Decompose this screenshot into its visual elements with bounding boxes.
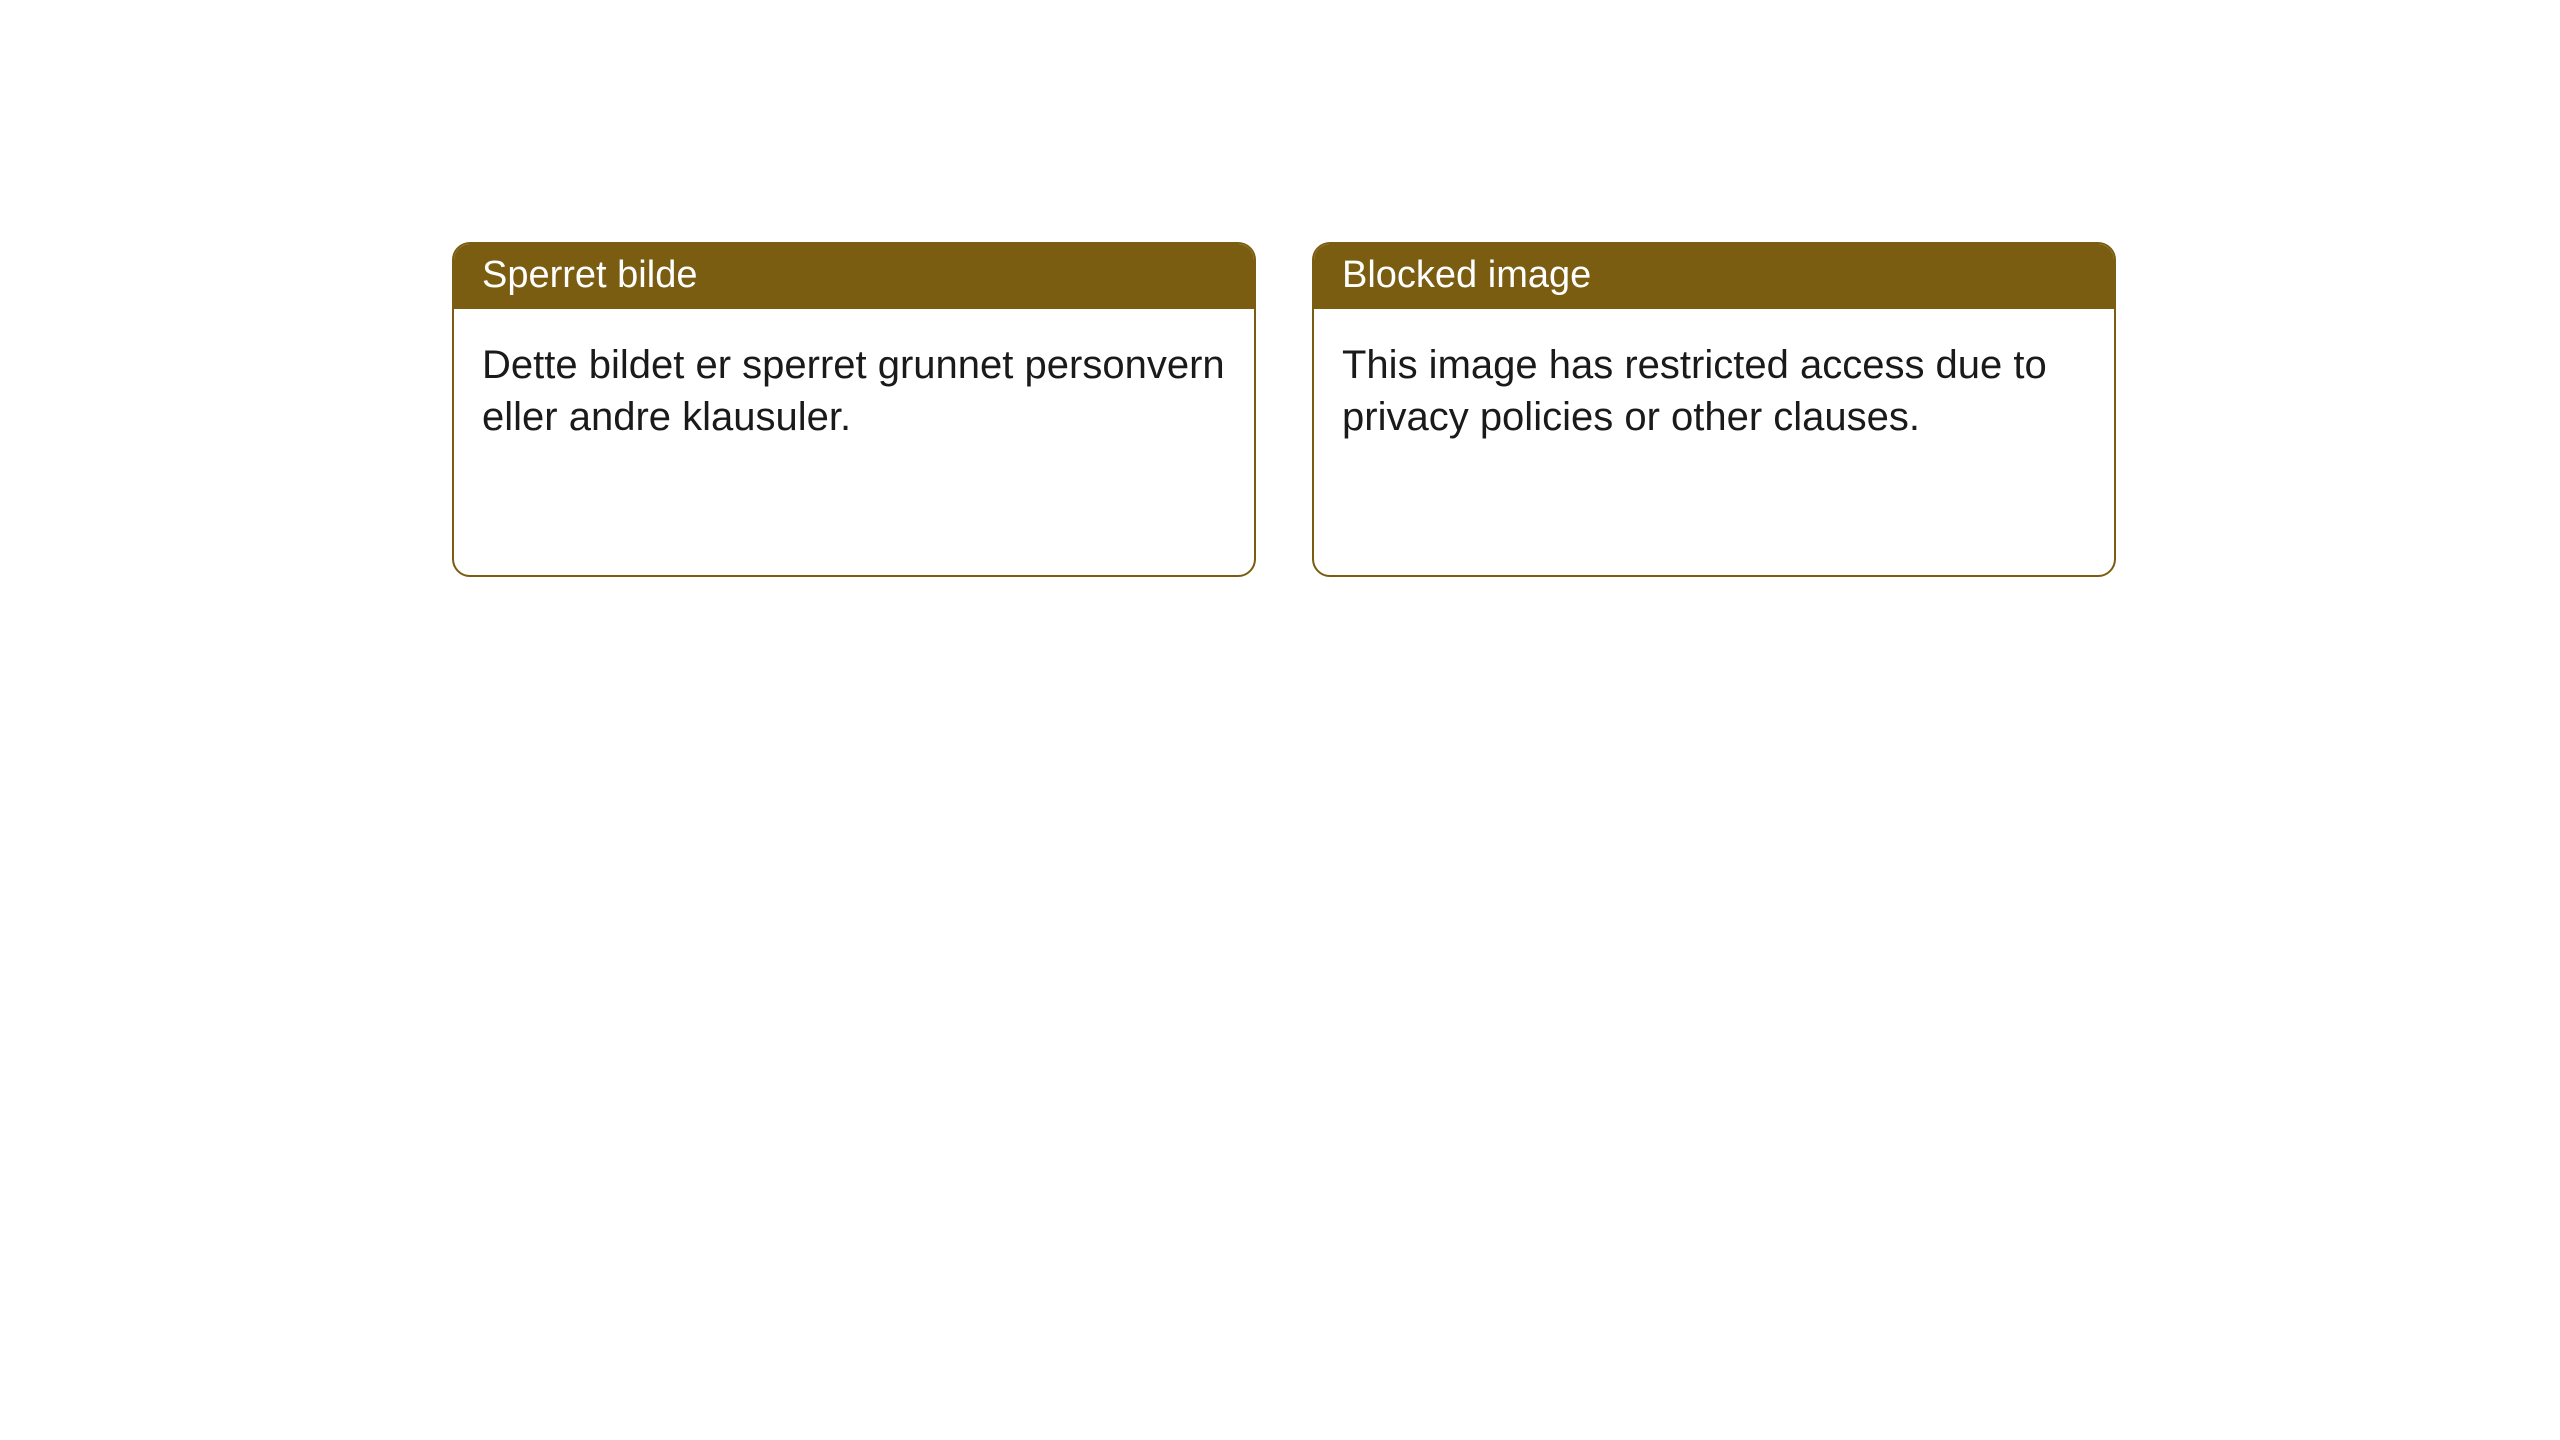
notice-header-no: Sperret bilde (454, 244, 1254, 309)
notice-body-no: Dette bildet er sperret grunnet personve… (454, 309, 1254, 471)
notice-body-en: This image has restricted access due to … (1314, 309, 2114, 471)
notice-header-en: Blocked image (1314, 244, 2114, 309)
notice-container: Sperret bilde Dette bildet er sperret gr… (0, 0, 2560, 577)
notice-box-en: Blocked image This image has restricted … (1312, 242, 2116, 577)
notice-box-no: Sperret bilde Dette bildet er sperret gr… (452, 242, 1256, 577)
